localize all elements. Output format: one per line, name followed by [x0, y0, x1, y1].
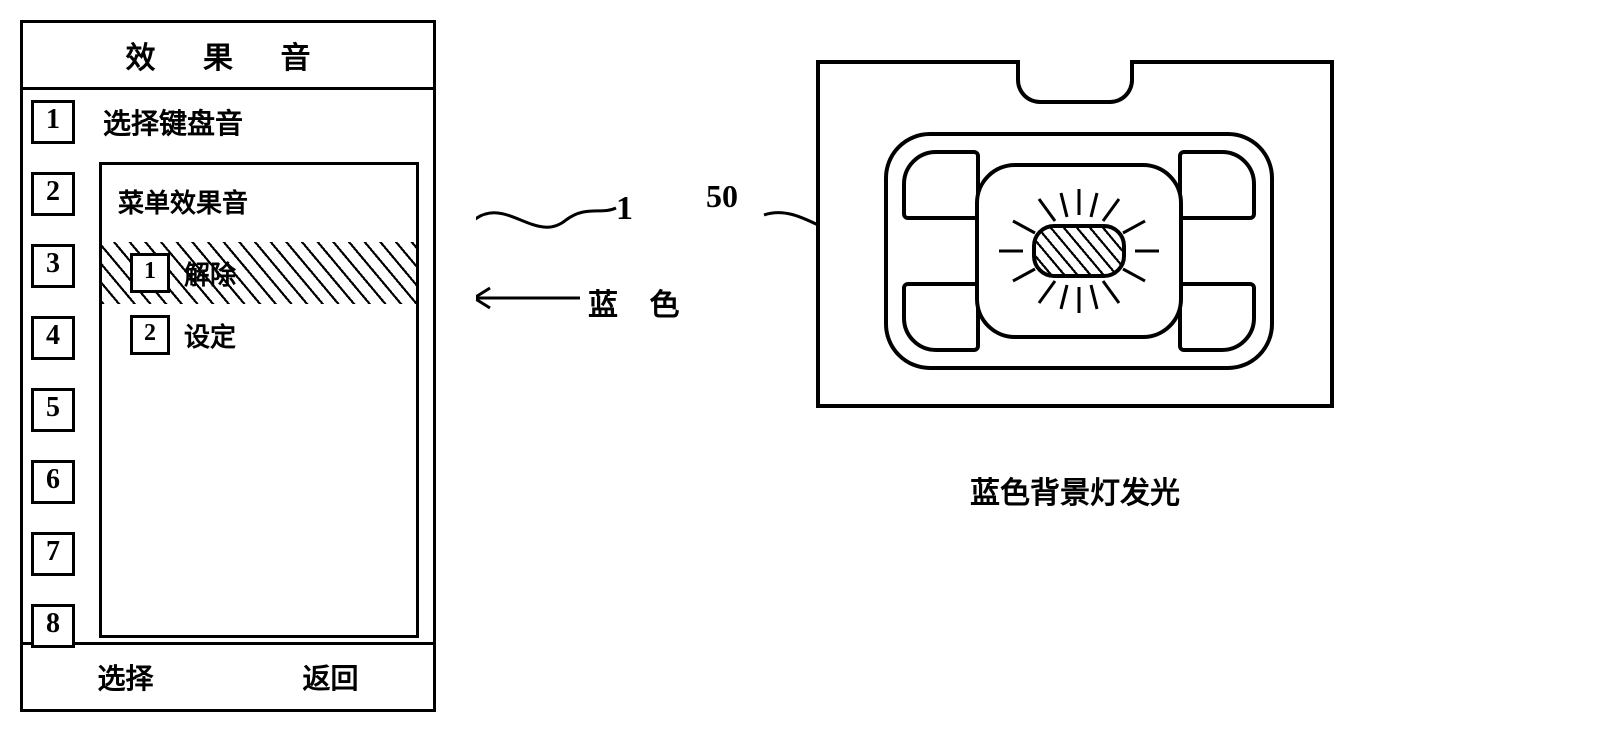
- keypad-outline: [884, 132, 1274, 370]
- earpiece-icon: [1016, 60, 1134, 104]
- callout-area: 1 蓝 色: [476, 20, 776, 740]
- softkey-back[interactable]: 返回: [302, 657, 358, 697]
- callout-color-label: 蓝 色: [588, 280, 692, 324]
- menu-footer: 选择 返回: [23, 642, 433, 709]
- menu-item-1-label: 选择键盘音: [103, 102, 243, 142]
- callout-ref-50: 50: [706, 178, 738, 215]
- menu-index-2[interactable]: 2: [31, 172, 75, 216]
- softkey-top-right[interactable]: [1178, 150, 1256, 220]
- menu-index-6[interactable]: 6: [31, 460, 75, 504]
- submenu-option-1[interactable]: 1 解除: [102, 242, 416, 304]
- menu-index-8[interactable]: 8: [31, 604, 75, 648]
- softkey-bottom-left[interactable]: [902, 282, 980, 352]
- submenu-option-2-number: 2: [130, 315, 170, 355]
- menu-number-column: 1 2 3 4 5 6 7 8: [31, 100, 75, 648]
- callout-ref-1: 1: [616, 190, 633, 228]
- softkey-top-left[interactable]: [902, 150, 980, 220]
- submenu-option-2[interactable]: 2 设定: [102, 304, 416, 366]
- menu-index-1[interactable]: 1: [31, 100, 75, 144]
- center-key[interactable]: [1032, 224, 1126, 278]
- device-outline: [816, 60, 1334, 408]
- callout-connectors: [476, 20, 776, 740]
- submenu-option-1-number: 1: [130, 253, 170, 293]
- phone-menu-panel: 效 果 音 1 2 3 4 5 6 7 8 选择键盘音 菜单效果音 1 解除: [20, 20, 436, 712]
- device-caption: 蓝色背景灯发光: [970, 468, 1180, 512]
- menu-index-7[interactable]: 7: [31, 532, 75, 576]
- submenu-panel: 菜单效果音 1 解除 2 设定: [99, 162, 419, 638]
- device-figure: 50: [816, 60, 1334, 512]
- menu-index-3[interactable]: 3: [31, 244, 75, 288]
- menu-index-4[interactable]: 4: [31, 316, 75, 360]
- submenu-title: 菜单效果音: [102, 165, 416, 242]
- menu-index-5[interactable]: 5: [31, 388, 75, 432]
- submenu-option-2-label: 设定: [184, 317, 236, 354]
- softkey-select[interactable]: 选择: [97, 657, 153, 697]
- menu-title: 效 果 音: [23, 23, 433, 90]
- dpad[interactable]: [975, 163, 1183, 339]
- softkey-bottom-right[interactable]: [1178, 282, 1256, 352]
- submenu-option-1-label: 解除: [184, 255, 236, 292]
